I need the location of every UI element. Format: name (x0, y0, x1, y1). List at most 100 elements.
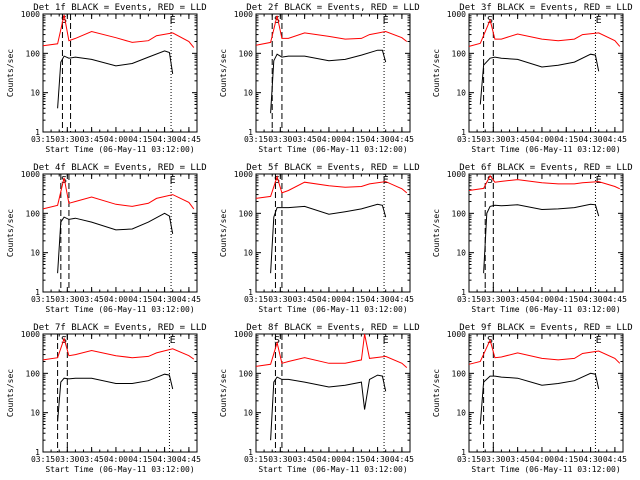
chart-panel-1: Det 1f BLACK = Events, RED = LLD 1 10 100 10… (6, 3, 207, 154)
x-tick-label: 03:45 (80, 135, 104, 144)
x-axis-label: Start Time (06-May-11 03:12:00) (258, 465, 407, 474)
y-tick-label: 100 (452, 369, 467, 378)
x-tick-label: 03:30 (268, 295, 292, 304)
x-tick-label: 04:30 (579, 135, 603, 144)
x-tick-label: 04:45 (603, 295, 627, 304)
end-marker-label: E (596, 175, 602, 186)
y-axis-label: Counts/sec (432, 369, 441, 417)
events-series-line (57, 212, 174, 274)
y-tick-label: 100 (452, 49, 467, 58)
events-series-line (483, 203, 600, 274)
plot-frame (255, 333, 411, 453)
events-series-line (270, 203, 387, 274)
x-tick-label: 04:15 (341, 135, 365, 144)
end-marker-label: E (596, 15, 602, 26)
x-tick-label: 03:15 (244, 135, 268, 144)
x-tick-label: 04:00 (317, 295, 341, 304)
lld-series-line (468, 18, 621, 47)
end-marker-label: E (383, 335, 389, 346)
x-tick-label: 04:30 (579, 295, 603, 304)
x-tick-label: 03:30 (481, 295, 505, 304)
x-tick-label: 04:15 (554, 455, 578, 464)
x-tick-label: 04:30 (579, 455, 603, 464)
x-tick-label: 04:45 (177, 295, 201, 304)
x-tick-label: 03:15 (457, 295, 481, 304)
x-tick-label: 04:00 (104, 455, 128, 464)
y-tick-label: 100 (239, 369, 254, 378)
lld-series-line (468, 338, 621, 365)
panel-title: Det 4f BLACK = Events, RED = LLD (33, 163, 206, 173)
x-tick-label: 04:00 (530, 295, 554, 304)
y-tick-label: 1 (248, 128, 253, 137)
x-tick-label: 03:45 (293, 295, 317, 304)
x-tick-label: 04:30 (153, 295, 177, 304)
chart-panel-3: Det 3f BLACK = Events, RED = LLD 1 10 100 10… (432, 3, 633, 154)
y-tick-label: 100 (452, 209, 467, 218)
y-tick-label: 10 (243, 249, 253, 258)
x-tick-label: 03:15 (31, 455, 55, 464)
y-tick-label: 100 (26, 209, 41, 218)
y-tick-label: 10 (456, 89, 466, 98)
y-tick-label: 10 (456, 409, 466, 418)
y-axis-label: Counts/sec (219, 369, 228, 417)
x-tick-label: 04:45 (177, 135, 201, 144)
x-tick-label: 04:15 (341, 455, 365, 464)
x-tick-label: 04:00 (104, 135, 128, 144)
y-tick-label: 1 (35, 448, 40, 457)
y-tick-label: 1000 (21, 170, 40, 179)
plot-frame (42, 333, 198, 453)
x-tick-label: 04:30 (366, 455, 390, 464)
y-tick-label: 1 (248, 448, 253, 457)
x-tick-label: 04:45 (603, 455, 627, 464)
y-tick-label: 1000 (21, 10, 40, 19)
lld-series-line (255, 333, 408, 368)
x-axis-label: Start Time (06-May-11 03:12:00) (258, 305, 407, 314)
end-marker-label: E (170, 175, 176, 186)
y-axis-label: Counts/sec (219, 49, 228, 97)
events-series-line (57, 373, 174, 422)
x-axis-label: Start Time (06-May-11 03:12:00) (45, 305, 194, 314)
end-marker-label: E (170, 15, 176, 26)
plot-frame (468, 13, 624, 133)
y-tick-label: 1 (35, 128, 40, 137)
x-tick-label: 04:30 (366, 295, 390, 304)
x-axis-label: Start Time (06-May-11 03:12:00) (258, 145, 407, 154)
x-tick-label: 04:15 (128, 455, 152, 464)
x-tick-label: 03:15 (244, 295, 268, 304)
plot-frame (468, 333, 624, 453)
x-tick-label: 04:45 (177, 455, 201, 464)
chart-panel-7: Det 7f BLACK = Events, RED = LLD 1 10 100 10… (6, 323, 207, 474)
end-marker-label: E (596, 335, 602, 346)
y-axis-label: Counts/sec (6, 49, 15, 97)
start-marker-label: S (61, 175, 67, 186)
x-tick-label: 04:15 (128, 295, 152, 304)
x-tick-label: 04:30 (153, 455, 177, 464)
y-tick-label: 1 (248, 288, 253, 297)
y-tick-label: 1 (461, 288, 466, 297)
x-tick-label: 04:00 (530, 455, 554, 464)
panel-title: Det 8f BLACK = Events, RED = LLD (246, 323, 419, 333)
start-marker-label: S (274, 15, 280, 26)
y-tick-label: 10 (243, 409, 253, 418)
start-marker-label: S (274, 335, 280, 346)
start-marker-label: S (487, 175, 493, 186)
x-axis-label: Start Time (06-May-11 03:12:00) (471, 305, 620, 314)
chart-panel-5: Det 5f BLACK = Events, RED = LLD 1 10 100 10… (219, 163, 420, 314)
chart-panel-4: Det 4f BLACK = Events, RED = LLD 1 10 100 10… (6, 163, 207, 314)
y-tick-label: 1 (35, 288, 40, 297)
chart-panel-6: Det 6f BLACK = Events, RED = LLD 1 10 100 10… (432, 163, 633, 314)
lld-series-line (255, 175, 408, 199)
x-axis-label: Start Time (06-May-11 03:12:00) (471, 145, 620, 154)
start-marker-label: S (61, 15, 67, 26)
x-tick-label: 03:30 (55, 295, 79, 304)
y-tick-label: 10 (30, 249, 40, 258)
x-axis-label: Start Time (06-May-11 03:12:00) (45, 465, 194, 474)
y-axis-label: Counts/sec (6, 209, 15, 257)
x-tick-label: 04:00 (317, 135, 341, 144)
x-tick-label: 04:15 (554, 295, 578, 304)
lld-series-line (255, 15, 408, 46)
events-series-line (270, 374, 387, 441)
y-tick-label: 100 (239, 209, 254, 218)
x-tick-label: 03:30 (481, 455, 505, 464)
